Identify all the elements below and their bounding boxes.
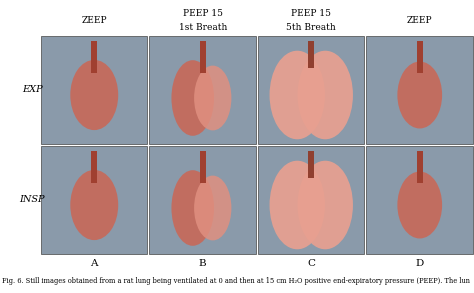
Text: PEEP 15: PEEP 15 — [183, 9, 223, 18]
Bar — [200, 41, 206, 74]
Bar — [200, 151, 206, 183]
Ellipse shape — [270, 51, 325, 139]
Text: ZEEP: ZEEP — [407, 16, 433, 25]
Ellipse shape — [298, 51, 353, 139]
Bar — [41, 36, 147, 144]
Text: C: C — [307, 260, 315, 268]
Text: 5th Breath: 5th Breath — [286, 23, 336, 32]
Bar — [41, 146, 147, 254]
Ellipse shape — [194, 66, 231, 130]
Text: 1st Breath: 1st Breath — [179, 23, 227, 32]
Bar — [91, 41, 97, 74]
Bar — [366, 36, 473, 144]
Text: PEEP 15: PEEP 15 — [291, 9, 331, 18]
Text: B: B — [199, 260, 207, 268]
Text: INSP: INSP — [19, 195, 45, 205]
Ellipse shape — [298, 161, 353, 249]
Ellipse shape — [397, 171, 442, 239]
Bar — [91, 151, 97, 183]
Ellipse shape — [172, 170, 214, 246]
Bar — [417, 151, 423, 183]
Bar — [258, 146, 365, 254]
Ellipse shape — [194, 176, 231, 240]
Ellipse shape — [172, 60, 214, 136]
Bar — [417, 41, 423, 74]
Bar — [308, 151, 314, 178]
Text: Fig. 6. Still images obtained from a rat lung being ventilated at 0 and then at : Fig. 6. Still images obtained from a rat… — [2, 277, 470, 285]
Bar — [258, 36, 365, 144]
Ellipse shape — [70, 60, 118, 130]
Ellipse shape — [397, 62, 442, 128]
Bar — [366, 146, 473, 254]
Bar — [308, 41, 314, 68]
Bar — [149, 36, 256, 144]
Text: ZEEP: ZEEP — [82, 16, 107, 25]
Bar — [149, 146, 256, 254]
Text: EXP: EXP — [22, 86, 42, 95]
Text: A: A — [91, 260, 98, 268]
Ellipse shape — [270, 161, 325, 249]
Ellipse shape — [70, 170, 118, 240]
Text: D: D — [416, 260, 424, 268]
